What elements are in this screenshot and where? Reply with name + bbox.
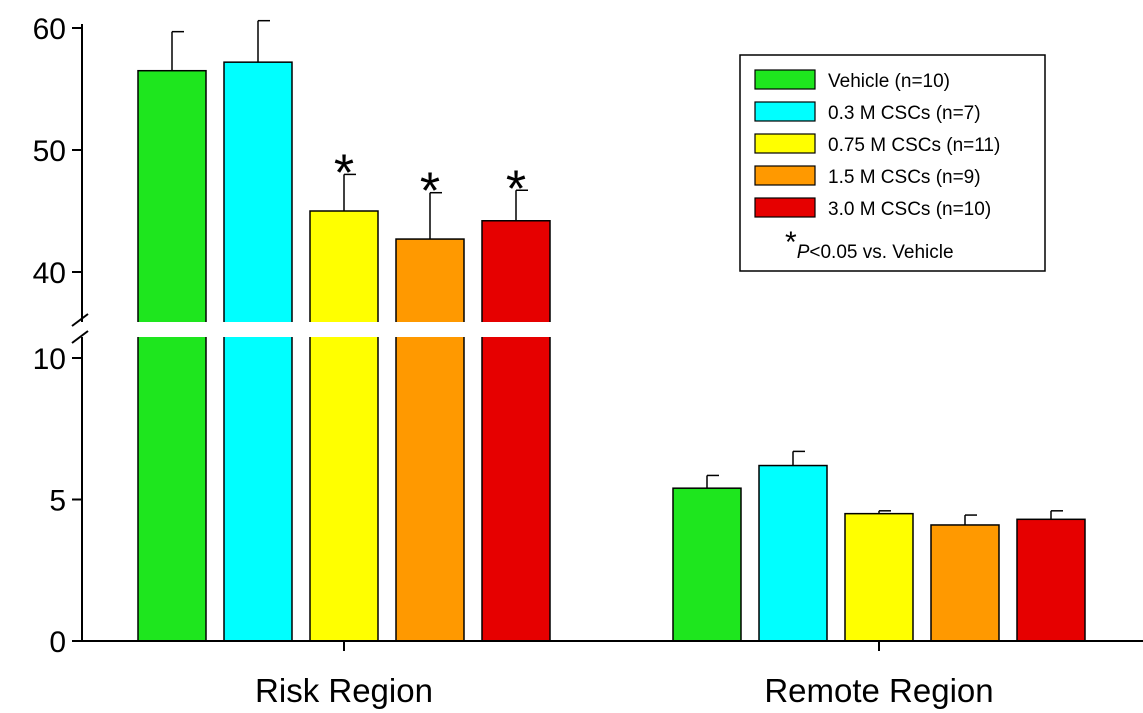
y-tick-label: 5 xyxy=(49,485,66,518)
y-tick-label: 60 xyxy=(33,13,66,46)
significance-note: *P<0.05 vs. Vehicle xyxy=(785,226,954,263)
bar xyxy=(481,220,551,642)
legend-swatch xyxy=(754,69,816,90)
category-label: Risk Region xyxy=(255,672,433,709)
legend-swatch xyxy=(754,133,816,154)
y-tick-label: 50 xyxy=(33,135,66,168)
y-tick-label: 0 xyxy=(49,626,66,659)
y-tick-label: 10 xyxy=(33,343,66,376)
category-label: Remote Region xyxy=(764,672,993,709)
bar xyxy=(672,487,742,642)
legend-swatch xyxy=(754,197,816,218)
break-band xyxy=(84,322,1143,337)
legend: Vehicle (n=10) 0.3 M CSCs (n=7) 0.75 M CSC… xyxy=(739,54,1046,272)
labels-layer: * * * Risk Region Remote Region xyxy=(255,144,994,709)
axis-break xyxy=(71,313,1143,344)
axes-layer: 0 5 10 40 50 60 xyxy=(33,13,1143,659)
legend-label: Vehicle (n=10) xyxy=(828,71,950,92)
significance-note-star: * xyxy=(785,226,797,259)
significance-star: * xyxy=(420,163,440,221)
significance-note-text: <0.05 vs. Vehicle xyxy=(809,242,953,263)
legend-swatch xyxy=(754,165,816,186)
bar xyxy=(395,238,465,642)
break-slash xyxy=(71,330,89,344)
legend-label: 3.0 M CSCs (n=10) xyxy=(828,199,991,220)
bar xyxy=(309,210,379,642)
legend-box xyxy=(739,54,1046,272)
bar xyxy=(844,512,914,642)
bar xyxy=(137,69,207,642)
bar xyxy=(223,61,293,642)
significance-star: * xyxy=(334,144,354,202)
bar xyxy=(1016,518,1086,642)
bar xyxy=(930,524,1000,642)
bar xyxy=(758,464,828,642)
significance-star: * xyxy=(506,160,526,218)
break-slash xyxy=(71,313,89,327)
legend-label: 1.5 M CSCs (n=9) xyxy=(828,167,981,188)
legend-label: 0.3 M CSCs (n=7) xyxy=(828,103,981,124)
error-bars-layer xyxy=(171,19,1063,525)
significance-note-p: P xyxy=(797,242,810,263)
legend-swatch xyxy=(754,101,816,122)
legend-label: 0.75 M CSCs (n=11) xyxy=(828,135,1000,156)
y-tick-label: 40 xyxy=(33,257,66,290)
